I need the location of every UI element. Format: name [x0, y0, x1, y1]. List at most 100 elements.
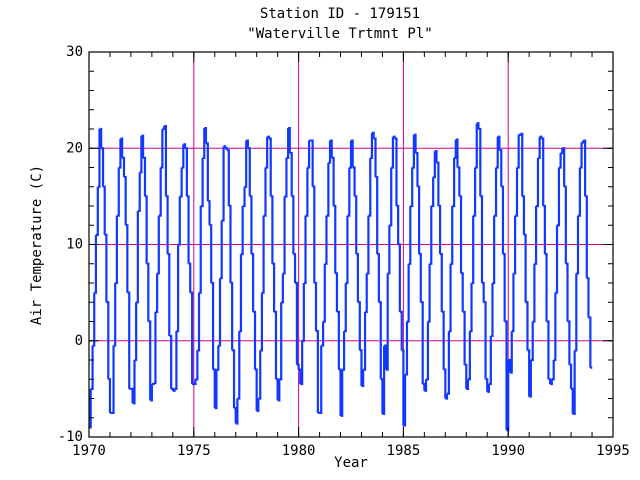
temperature-step	[260, 292, 264, 352]
temperature-step	[190, 291, 194, 385]
temperature-step	[405, 321, 409, 376]
temperature-step	[169, 334, 173, 389]
y-tick-label: -10	[58, 429, 83, 445]
temperature-step	[583, 139, 587, 197]
temperature-step	[373, 137, 377, 178]
temperature-step	[541, 137, 545, 206]
temperature-step	[424, 379, 428, 392]
temperature-step	[478, 127, 482, 197]
temperature-step	[448, 263, 452, 333]
temperature-step	[567, 320, 571, 365]
temperature-step	[370, 132, 374, 159]
temperature-step	[455, 138, 459, 168]
temperature-step	[532, 263, 536, 323]
temperature-step	[183, 143, 187, 149]
temperature-step	[99, 127, 103, 149]
x-tick-label: 1985	[387, 443, 421, 459]
temperature-step	[305, 167, 309, 217]
temperature-step	[268, 137, 272, 197]
temperature-step	[312, 185, 316, 283]
temperature-step	[564, 185, 567, 264]
temperature-step	[389, 167, 393, 227]
temperature-step	[148, 320, 152, 401]
temperature-step	[274, 310, 278, 380]
temperature-step	[562, 147, 566, 187]
temperature-step	[258, 350, 262, 400]
temperature-step	[232, 349, 236, 409]
temperature-step	[551, 360, 555, 381]
temperature-step	[181, 144, 185, 169]
temperature-step	[336, 310, 340, 370]
temperature-step	[171, 387, 174, 391]
temperature-step	[228, 204, 232, 283]
temperature-step	[577, 167, 581, 217]
temperature-step	[207, 200, 211, 226]
temperature-step	[310, 139, 314, 187]
temperature-step	[111, 345, 115, 415]
temperature-step	[288, 126, 291, 154]
temperature-step	[412, 134, 415, 169]
temperature-step	[394, 137, 398, 206]
temperature-step	[382, 345, 386, 415]
temperature-step	[302, 283, 305, 342]
temperature-step	[186, 195, 190, 264]
temperature-step	[536, 157, 540, 208]
temperature-step	[289, 151, 293, 197]
temperature-step	[314, 281, 318, 332]
temperature-step	[354, 195, 358, 255]
temperature-step	[368, 157, 372, 217]
temperature-step	[406, 263, 410, 323]
temperature-step	[431, 177, 435, 208]
temperature-step	[118, 138, 122, 169]
temperature-step	[553, 292, 557, 362]
temperature-step	[345, 215, 349, 285]
temperature-step	[144, 195, 148, 264]
temperature-step	[249, 195, 253, 255]
temperature-step	[469, 283, 473, 333]
temperature-step	[347, 167, 351, 217]
temperature-step	[387, 225, 391, 275]
chart-title: Station ID - 179151	[260, 6, 420, 22]
temperature-step	[434, 150, 438, 163]
temperature-step	[513, 215, 517, 275]
temperature-step	[462, 310, 466, 365]
temperature-step	[216, 345, 220, 371]
temperature-step	[242, 186, 246, 208]
temperature-step	[525, 301, 529, 351]
temperature-step	[384, 344, 388, 370]
temperature-step	[197, 292, 201, 352]
temperature-step	[97, 129, 101, 188]
temperature-step	[326, 162, 330, 217]
chart-subtitle: "Waterville Trtmnt Pl"	[247, 26, 432, 42]
temperature-step	[162, 126, 166, 131]
temperature-step	[225, 147, 229, 151]
temperature-step	[438, 204, 442, 255]
temperature-step	[265, 136, 269, 169]
temperature-step	[422, 382, 426, 391]
x-tick-label: 1970	[72, 443, 106, 459]
temperature-step	[251, 253, 255, 312]
temperature-step	[572, 350, 576, 415]
temperature-step	[555, 225, 559, 294]
temperature-step	[200, 157, 204, 208]
temperature-step	[398, 243, 401, 312]
temperature-step	[457, 166, 461, 197]
temperature-step	[146, 262, 150, 322]
temperature-step	[143, 156, 147, 197]
temperature-step	[579, 142, 583, 169]
temperature-step	[303, 215, 307, 285]
temperature-step	[253, 310, 257, 370]
temperature-step	[150, 384, 153, 402]
temperature-step	[450, 206, 454, 265]
temperature-step	[518, 133, 522, 136]
temperature-step	[415, 151, 419, 187]
temperature-step	[321, 321, 325, 347]
temperature-step	[335, 272, 339, 312]
temperature-step	[338, 368, 342, 416]
x-tick-label: 1975	[177, 443, 211, 459]
temperature-step	[508, 358, 511, 373]
temperature-step	[576, 215, 580, 275]
temperature-step	[586, 277, 590, 318]
temperature-step	[132, 360, 136, 405]
temperature-step	[174, 331, 178, 390]
